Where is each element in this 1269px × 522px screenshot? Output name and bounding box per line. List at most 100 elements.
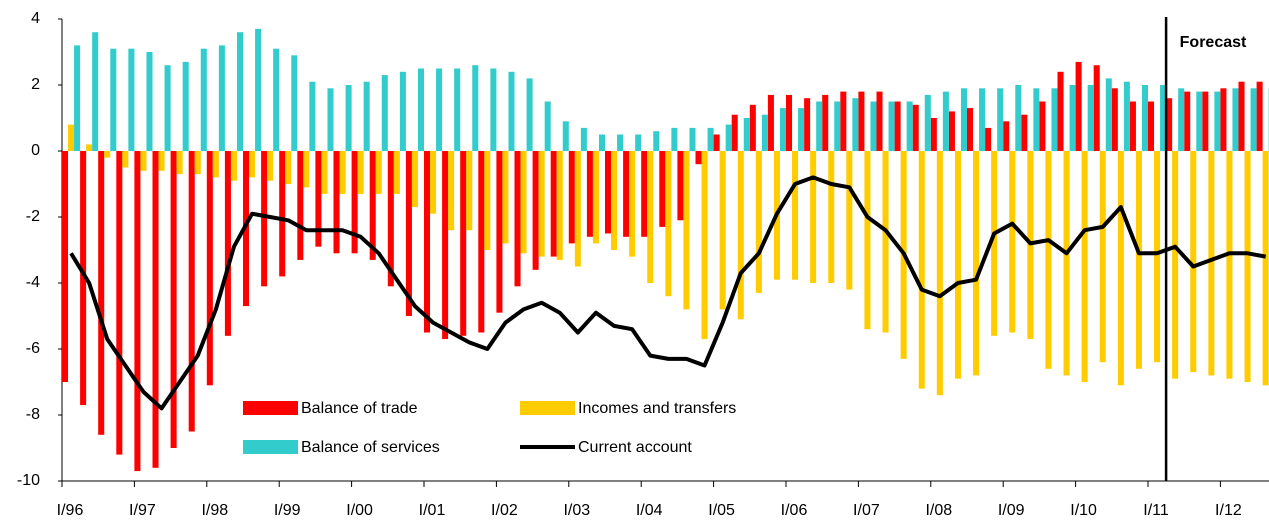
bar: [876, 91, 883, 151]
bar: [1232, 88, 1239, 151]
bar: [671, 127, 678, 151]
bar: [942, 91, 949, 151]
bar: [967, 108, 974, 151]
bar: [779, 108, 786, 151]
y-tick-label: -10: [17, 472, 40, 489]
y-tick-label: -8: [26, 406, 40, 423]
bar: [508, 71, 515, 151]
x-tick-label: I/97: [129, 502, 156, 519]
bar: [411, 151, 418, 208]
bar: [261, 151, 268, 287]
bar: [1033, 88, 1040, 151]
bar: [1099, 151, 1106, 363]
bar: [707, 127, 714, 151]
bar: [417, 68, 424, 151]
bar: [170, 151, 177, 448]
bar: [1184, 91, 1191, 151]
bar: [1190, 151, 1197, 373]
bar: [1117, 151, 1124, 386]
bar: [333, 151, 340, 254]
bar: [1135, 151, 1142, 369]
bar: [701, 151, 708, 340]
bar: [574, 151, 581, 267]
bar: [424, 151, 431, 333]
bar: [182, 61, 189, 151]
bar: [291, 55, 298, 151]
bar: [267, 151, 274, 181]
bar: [1172, 151, 1179, 379]
bar: [792, 151, 799, 280]
x-tick-label: I/12: [1215, 502, 1242, 519]
bar: [840, 91, 847, 151]
bar: [1256, 81, 1263, 151]
bar: [164, 65, 171, 151]
bar: [1039, 101, 1046, 151]
bar: [611, 151, 618, 250]
bar: [152, 151, 159, 468]
bar: [979, 88, 986, 151]
bar: [1226, 151, 1233, 379]
bar: [381, 75, 388, 151]
bar: [86, 144, 93, 151]
bar: [695, 151, 702, 165]
legend-label: Incomes and transfers: [578, 400, 736, 417]
bar: [430, 151, 437, 214]
bar: [224, 151, 231, 336]
bar: [1051, 88, 1058, 151]
bar: [924, 94, 931, 151]
bar: [478, 151, 485, 333]
bar: [1021, 114, 1028, 151]
bar: [472, 65, 479, 151]
bar: [1003, 121, 1010, 151]
bar: [369, 151, 376, 260]
bar: [617, 134, 624, 151]
bar: [194, 151, 201, 175]
bar: [954, 151, 961, 379]
y-tick-label: -4: [26, 274, 40, 291]
x-tick-label: I/08: [925, 502, 952, 519]
bar: [852, 98, 859, 151]
bar: [973, 151, 980, 376]
bar: [249, 151, 256, 178]
bar: [755, 151, 762, 293]
bar: [140, 151, 147, 171]
bar: [882, 151, 889, 333]
bar: [731, 114, 738, 151]
bar: [1141, 85, 1148, 151]
bar: [1129, 101, 1136, 151]
bar: [285, 151, 292, 184]
bar: [556, 151, 563, 260]
bar: [116, 151, 123, 455]
bar: [991, 151, 998, 336]
bar: [544, 101, 551, 151]
bar: [743, 118, 750, 151]
bar: [1208, 151, 1215, 376]
bar: [888, 101, 895, 151]
bar: [315, 151, 322, 247]
bar: [68, 124, 75, 151]
bar: [502, 151, 509, 244]
bar: [683, 151, 690, 310]
bar: [520, 151, 527, 254]
bar: [484, 151, 491, 250]
bar: [460, 151, 467, 336]
bar: [188, 151, 195, 432]
x-tick-label: I/98: [201, 502, 228, 519]
bar: [122, 151, 129, 168]
bar: [387, 151, 394, 287]
x-tick-label: I/03: [563, 502, 590, 519]
y-tick-label: 4: [31, 10, 40, 27]
bar: [128, 48, 135, 152]
bar: [273, 48, 280, 152]
bar: [719, 151, 726, 310]
bar: [870, 101, 877, 151]
bar: [659, 151, 666, 227]
bar: [1262, 151, 1269, 386]
bar: [1087, 85, 1094, 151]
bar: [562, 121, 569, 151]
bar: [725, 124, 732, 151]
bar: [689, 127, 696, 151]
bar: [375, 151, 382, 194]
bar: [230, 151, 237, 181]
